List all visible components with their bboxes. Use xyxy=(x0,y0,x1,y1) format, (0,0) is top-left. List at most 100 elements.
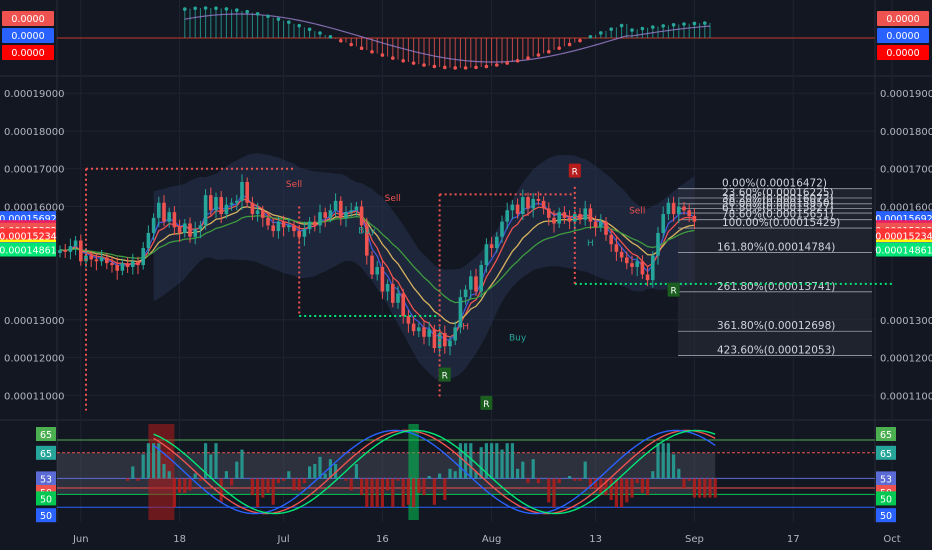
top-oscillator-dot xyxy=(235,8,239,12)
candle-body xyxy=(552,217,556,224)
rsi-badge-right-text: 50 xyxy=(880,494,892,505)
bollinger-band xyxy=(153,153,695,381)
candle-body xyxy=(521,197,525,215)
rsi-badge-right xyxy=(876,491,896,506)
candle-body xyxy=(661,214,665,233)
candle-body xyxy=(463,289,468,298)
price-badge-left-text: 0.00014861 xyxy=(0,246,57,257)
top-badge-left xyxy=(2,45,54,60)
candle-body xyxy=(328,210,333,218)
price-badge-right-text: 0.00014861 xyxy=(875,246,932,257)
fib-level-label: 100.00%(0.00015429) xyxy=(722,217,840,229)
top-badge-right-text: 0.0000 xyxy=(886,48,919,59)
candle-body xyxy=(209,195,213,211)
top-badge-right xyxy=(877,28,929,43)
candle-body xyxy=(656,232,660,256)
candle-body xyxy=(354,206,359,211)
candle-body xyxy=(183,223,187,233)
price-badge-right xyxy=(876,242,932,257)
top-oscillator-dot xyxy=(245,9,249,14)
top-oscillator-dot xyxy=(266,14,270,19)
top-oscillator-dot xyxy=(380,53,385,57)
top-oscillator-dot xyxy=(474,65,478,70)
top-oscillator-dot xyxy=(661,24,665,28)
price-tick-right: 0.00017000 xyxy=(880,165,932,176)
top-oscillator-dot xyxy=(619,23,624,28)
top-oscillator-dot xyxy=(391,56,395,60)
candle-body xyxy=(614,244,619,252)
time-tick: Oct xyxy=(883,534,900,545)
rsi-badge-left xyxy=(36,508,56,523)
candle-body xyxy=(609,234,613,245)
top-oscillator-dot xyxy=(578,38,582,43)
time-tick: Jul xyxy=(277,534,290,545)
fib-level-label: 0.00%(0.00016472) xyxy=(722,178,827,190)
candle-body xyxy=(313,221,317,226)
candle-body xyxy=(235,200,239,203)
time-tick: 17 xyxy=(787,534,800,545)
signal-text: H xyxy=(587,239,594,249)
candle-body xyxy=(469,276,473,290)
top-badge-right xyxy=(877,45,929,60)
fib-level-label: 261.80%(0.00013741) xyxy=(717,281,835,293)
candle-body xyxy=(68,246,73,252)
signal-r-box xyxy=(438,367,451,382)
top-oscillator-dot xyxy=(453,66,458,70)
price-tick-right: 0.00018000 xyxy=(880,127,932,138)
top-oscillator-dot xyxy=(443,65,447,70)
candle-body xyxy=(349,210,353,213)
time-tick: 18 xyxy=(173,534,186,545)
candle-body xyxy=(339,200,343,218)
rsi-badge-right xyxy=(876,508,896,523)
rsi-curve xyxy=(153,429,716,515)
grid xyxy=(0,0,932,522)
signal-r-text: R xyxy=(483,400,489,410)
candle-body xyxy=(406,316,411,324)
top-oscillator-dot xyxy=(193,6,197,11)
candle-body xyxy=(687,210,691,216)
top-oscillator-dot xyxy=(682,22,686,26)
rsi-badge-left xyxy=(36,427,56,441)
price-badge-right xyxy=(876,228,932,243)
candle-body xyxy=(541,200,546,209)
candle-body xyxy=(105,257,109,264)
candle-body xyxy=(651,255,655,281)
top-oscillator-dot xyxy=(214,6,218,11)
top-oscillator-dot xyxy=(463,66,468,70)
signal-text: Sell xyxy=(286,180,302,190)
top-badge-right-text: 0.0000 xyxy=(886,14,919,25)
top-oscillator-dot xyxy=(183,7,187,11)
candle-body xyxy=(458,297,463,328)
top-oscillator-dot xyxy=(401,59,406,63)
price-tick-left: 0.00016000 xyxy=(4,203,64,214)
candle-body xyxy=(677,206,681,215)
time-tick: Jun xyxy=(72,534,89,545)
candle-body xyxy=(224,204,229,215)
candle-body xyxy=(505,210,509,222)
top-oscillator-dot xyxy=(318,31,322,35)
candle-body xyxy=(635,261,639,267)
candle-body xyxy=(375,266,379,275)
candle-body xyxy=(73,240,78,247)
rsi-badge-right-text: 53 xyxy=(880,474,892,485)
candle-body xyxy=(682,206,686,211)
candle-body xyxy=(94,259,99,262)
candle-body xyxy=(250,202,255,215)
candle-body xyxy=(245,181,249,203)
candle-body xyxy=(536,198,541,201)
candle-body xyxy=(380,266,385,292)
top-oscillator-dot xyxy=(432,64,437,69)
candle-body xyxy=(131,261,135,267)
fib-level-label: 361.80%(0.00012698) xyxy=(717,320,835,332)
price-tick-right: 0.00016000 xyxy=(880,203,932,214)
candle-body xyxy=(588,208,593,222)
candle-body xyxy=(479,265,483,292)
candle-body xyxy=(198,225,203,230)
candle-body xyxy=(151,217,156,233)
signal-r-text: R xyxy=(442,372,448,382)
candle-body xyxy=(427,329,431,337)
candle-body xyxy=(307,221,312,230)
top-oscillator-dot xyxy=(547,49,551,54)
rsi-badge-right xyxy=(876,445,896,460)
price-axis: 0.00019000 0.00019000 0.00018000 0.00018000… xyxy=(4,89,932,402)
